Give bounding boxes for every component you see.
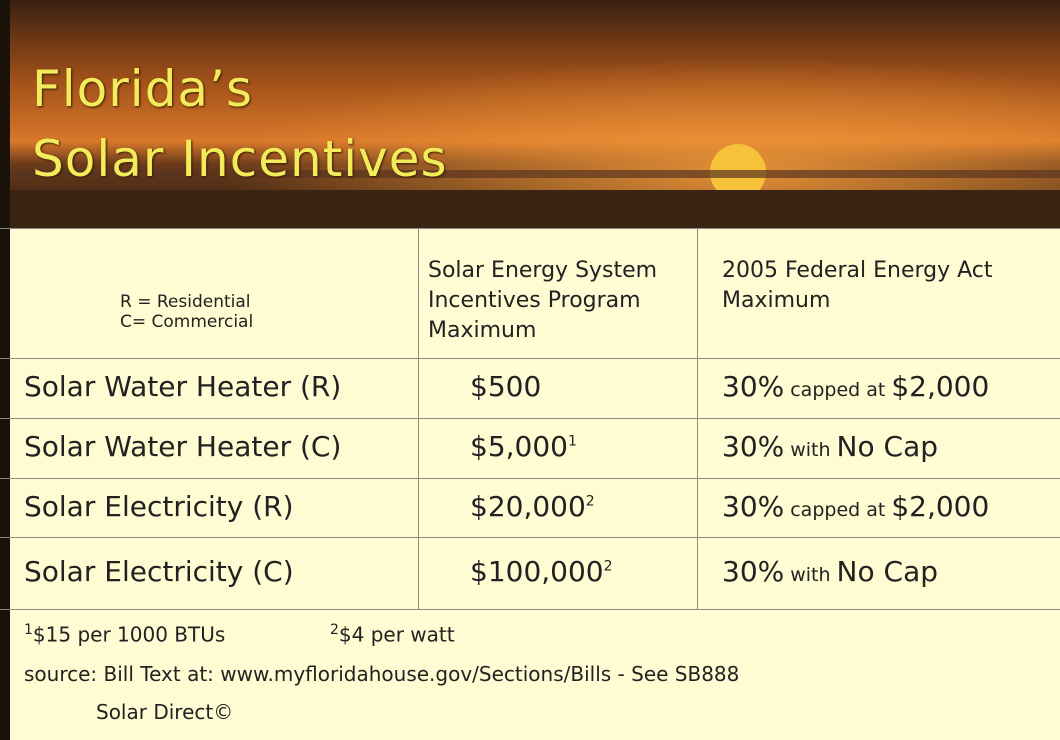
footnote-mark: 1 (24, 622, 33, 638)
amount-value: $5,000 (470, 430, 568, 463)
amount-value: $100,000 (470, 555, 604, 588)
federal: 30% with No Cap (722, 430, 938, 463)
footnote: 2$4 per watt (330, 622, 455, 647)
federal-part: 30% (722, 555, 784, 588)
federal-part: 30% (722, 370, 784, 403)
amount-value: $500 (470, 370, 541, 403)
header-line: 2005 Federal Energy Act (722, 256, 993, 286)
source: source: Bill Text at: www.myfloridahouse… (24, 662, 739, 686)
column-header: 2005 Federal Energy Act Maximum (722, 256, 993, 316)
credit: Solar Direct© (96, 700, 233, 724)
rule (0, 478, 1060, 479)
federal-part: capped at (790, 379, 885, 401)
column-header: Solar Energy System Incentives Program M… (428, 256, 657, 346)
federal-part: capped at (790, 499, 885, 521)
row-label: Solar Water Heater (R) (24, 370, 341, 403)
row-label: Solar Water Heater (C) (24, 430, 341, 463)
footnote-text: $15 per 1000 BTUs (33, 623, 225, 647)
header-line: Maximum (428, 316, 657, 346)
rule (0, 418, 1060, 419)
footnote-text: $4 per watt (339, 623, 455, 647)
federal-part: No Cap (837, 430, 938, 463)
header-line: Maximum (722, 286, 993, 316)
title-line: Solar Incentives (32, 130, 448, 188)
note-mark: 2 (586, 493, 595, 509)
amount: $20,0002 (470, 490, 595, 523)
row-label: Solar Electricity (C) (24, 555, 294, 588)
footnote: 1$15 per 1000 BTUs (24, 622, 225, 647)
federal-part: with (790, 564, 830, 586)
rule (0, 358, 1060, 359)
federal: 30% capped at $2,000 (722, 370, 989, 403)
note-mark: 1 (568, 434, 577, 450)
left-border (0, 0, 10, 740)
footnote-mark: 2 (330, 622, 339, 638)
key-line: C= Commercial (120, 312, 253, 332)
row-label: Solar Electricity (R) (24, 490, 294, 523)
header-line: Incentives Program (428, 286, 657, 316)
rule (0, 228, 1060, 229)
key-line: R = Residential (120, 292, 253, 312)
rule (0, 537, 1060, 538)
federal: 30% with No Cap (722, 555, 938, 588)
federal: 30% capped at $2,000 (722, 490, 989, 523)
amount: $5,0001 (470, 430, 577, 463)
federal-part: No Cap (837, 555, 938, 588)
federal-part: with (790, 439, 830, 461)
note-mark: 2 (604, 559, 613, 575)
header-line: Solar Energy System (428, 256, 657, 286)
federal-part: 30% (722, 490, 784, 523)
amount-value: $20,000 (470, 490, 586, 523)
rule (0, 609, 1060, 610)
federal-part: 30% (722, 430, 784, 463)
amount: $100,0002 (470, 555, 613, 588)
title-line: Florida’s (32, 60, 253, 118)
federal-part: $2,000 (891, 370, 989, 403)
federal-part: $2,000 (891, 490, 989, 523)
amount: $500 (470, 370, 541, 403)
key: R = Residential C= Commercial (120, 292, 253, 332)
slide: Florida’s Solar Incentives R = Residenti… (0, 0, 1060, 740)
